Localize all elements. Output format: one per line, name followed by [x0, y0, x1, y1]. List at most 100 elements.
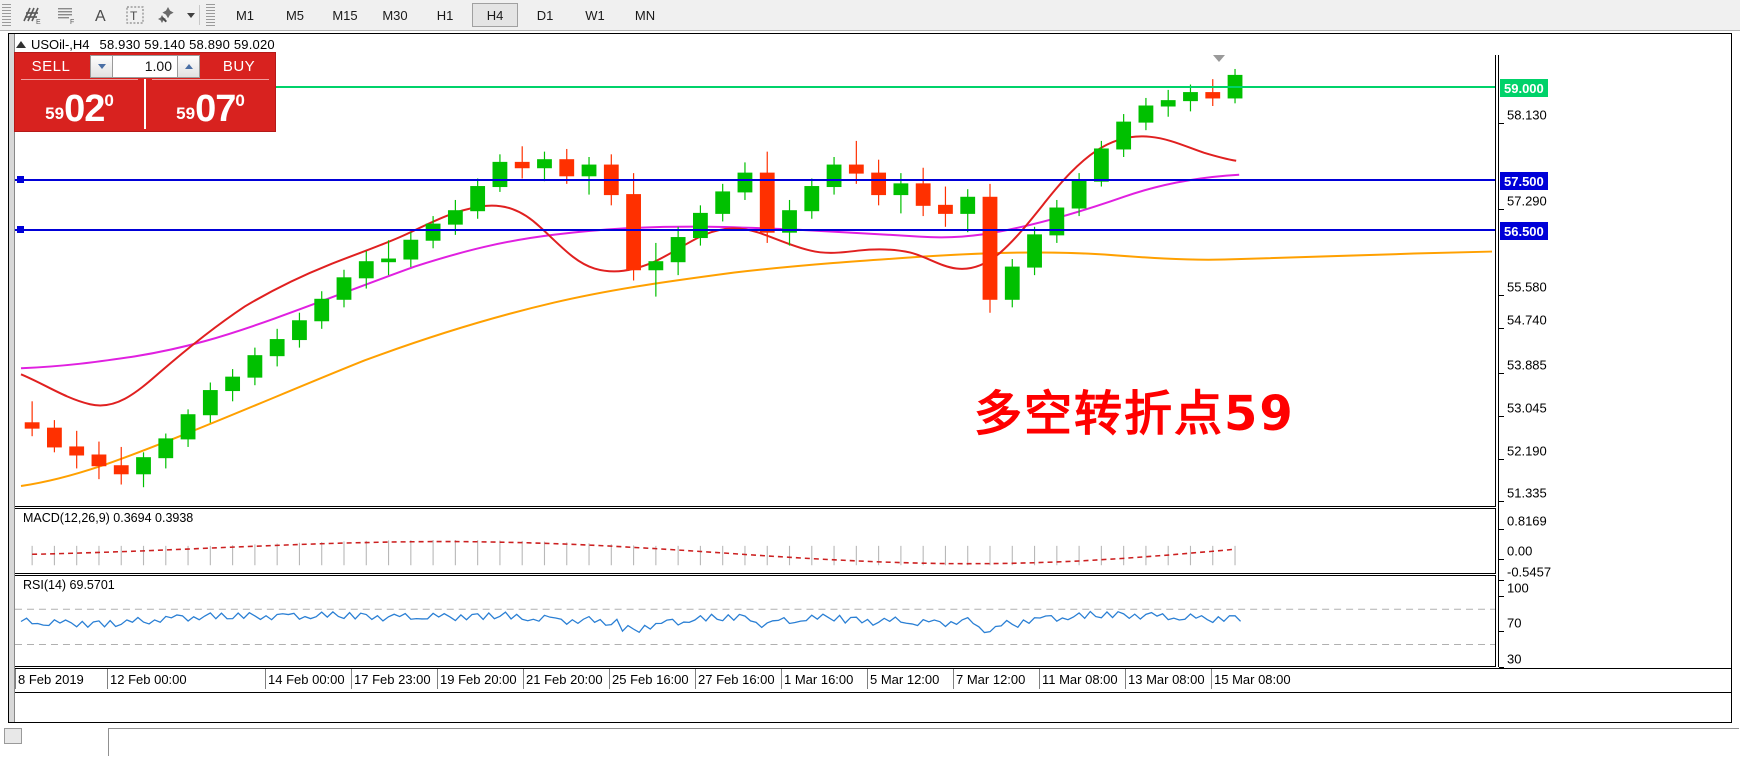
- objects-dropdown-caret[interactable]: [187, 12, 195, 18]
- time-label-5: 21 Feb 20:00: [526, 672, 603, 687]
- time-label-1: 12 Feb 00:00: [110, 672, 187, 687]
- price-label-56500[interactable]: 56.500: [1500, 222, 1548, 240]
- time-label-12: 13 Mar 08:00: [1128, 672, 1205, 687]
- macd-indicator-label: MACD(12,26,9) 0.3694 0.3938: [21, 511, 196, 525]
- level-line-57-5[interactable]: [15, 179, 1495, 181]
- terminal-panel-area[interactable]: [108, 728, 1739, 756]
- chart-annotation-text[interactable]: 多空转折点59: [974, 386, 1295, 442]
- buy-price-fraction: 07: [195, 88, 236, 131]
- objects-icon[interactable]: [152, 2, 186, 28]
- textbox-tool-icon[interactable]: T: [118, 2, 152, 28]
- macd-pane[interactable]: MACD(12,26,9) 0.3694 0.3938: [15, 508, 1496, 574]
- sell-price-display[interactable]: 59 02 0: [15, 79, 144, 129]
- window-left-strip: [9, 34, 15, 722]
- toolbar-grip[interactable]: [2, 4, 11, 26]
- time-label-6: 25 Feb 16:00: [612, 672, 689, 687]
- time-sep: [1125, 669, 1126, 689]
- price-tick-54-740: 54.740: [1499, 313, 1547, 335]
- chevron-down-icon: [97, 63, 106, 69]
- time-sep: [867, 669, 868, 689]
- trade-panel-prices: 59 02 0 59 07 0: [15, 79, 275, 129]
- price-tick-58-130: 58.130: [1499, 108, 1547, 130]
- time-sep: [351, 669, 352, 689]
- text-tool-icon[interactable]: A: [84, 2, 118, 28]
- timeframe-m1[interactable]: M1: [235, 7, 255, 23]
- buy-price-integer: 59: [176, 104, 196, 123]
- time-label-0: 8 Feb 2019: [18, 672, 84, 687]
- rsi-scale-100: 100: [1499, 581, 1529, 603]
- chart-window: USOil-,H4 58.930 59.140 58.890 59.020: [8, 33, 1732, 723]
- timeframe-grip[interactable]: [206, 4, 215, 26]
- price-label-bid-59000[interactable]: 59.000: [1500, 79, 1548, 97]
- rsi-pane[interactable]: RSI(14) 69.5701: [15, 575, 1496, 667]
- level-line-59[interactable]: [15, 86, 1495, 88]
- grid-icon[interactable]: F: [50, 2, 84, 28]
- macd-chart-svg: [31, 540, 1236, 566]
- sell-underline: [21, 79, 138, 80]
- svg-text:F: F: [70, 19, 74, 25]
- timeframe-h4[interactable]: H4: [472, 3, 518, 27]
- buy-price-display[interactable]: 59 07 0: [144, 79, 275, 129]
- time-sep: [437, 669, 438, 689]
- chart-cursor-marker: [1213, 55, 1225, 62]
- time-sep: [523, 669, 524, 689]
- time-sep: [265, 669, 266, 689]
- one-click-trading-panel[interactable]: SELL 1.00 BUY 59 02 0 59: [14, 52, 276, 132]
- chart-tab-button[interactable]: [4, 728, 22, 744]
- time-label-8: 1 Mar 16:00: [784, 672, 854, 687]
- price-pane[interactable]: 多空转折点59: [15, 55, 1496, 507]
- rsi-chart-svg: [15, 608, 1495, 645]
- sell-price-pipette: 0: [104, 91, 114, 110]
- timeframe-w1[interactable]: W1: [585, 7, 605, 23]
- level-anchor-56-5-left[interactable]: [17, 226, 24, 233]
- macd-scale-max: 0.8169: [1499, 514, 1547, 536]
- sell-price-fraction: 02: [64, 88, 105, 131]
- timeframe-m15[interactable]: M15: [332, 7, 358, 23]
- ma-slow-line: [20, 250, 1493, 488]
- level-line-56-5[interactable]: [15, 229, 1495, 231]
- macd-scale-zero: 0.00: [1499, 544, 1532, 566]
- time-label-2: 14 Feb 00:00: [268, 672, 345, 687]
- time-label-3: 17 Feb 23:00: [354, 672, 431, 687]
- timeframe-h1[interactable]: H1: [436, 7, 454, 23]
- time-label-10: 7 Mar 12:00: [956, 672, 1026, 687]
- timeframe-m30[interactable]: M30: [382, 7, 408, 23]
- rsi-indicator-label: RSI(14) 69.5701: [21, 578, 117, 592]
- time-sep: [107, 669, 108, 689]
- rsi-scale-70: 70: [1499, 616, 1521, 638]
- volume-stepper[interactable]: 1.00: [90, 54, 200, 78]
- collapse-triangle-icon[interactable]: [16, 41, 26, 48]
- timeframe-d1[interactable]: D1: [536, 7, 554, 23]
- indicators-icon[interactable]: E: [16, 2, 50, 28]
- chevron-up-icon: [184, 63, 193, 69]
- buy-underline: [152, 79, 269, 80]
- trade-panel-top-row: SELL 1.00 BUY: [15, 53, 275, 79]
- ohlc-values: 58.930 59.140 58.890 59.020: [99, 37, 275, 52]
- time-scale[interactable]: 8 Feb 2019 12 Feb 00:00 14 Feb 00:00 17 …: [15, 668, 1732, 722]
- buy-price-pipette: 0: [235, 91, 245, 110]
- candlesticks-svg: [24, 68, 1243, 488]
- time-label-11: 11 Mar 08:00: [1042, 672, 1118, 687]
- time-sep: [1039, 669, 1040, 689]
- price-label-57500[interactable]: 57.500: [1500, 172, 1548, 190]
- timeframe-mn[interactable]: MN: [634, 7, 656, 23]
- symbol-label: USOil-,H4: [31, 37, 90, 52]
- macd-scale-min: -0.5457: [1499, 565, 1551, 587]
- toolbar-divider: [199, 5, 200, 25]
- time-sep: [695, 669, 696, 689]
- status-bar: [0, 724, 1740, 757]
- price-tick-57-290: 57.290: [1499, 194, 1547, 216]
- price-tick-51-335: 51.335: [1499, 486, 1547, 508]
- volume-input[interactable]: 1.00: [113, 54, 177, 78]
- level-anchor-57-5-left[interactable]: [17, 176, 24, 183]
- buy-button[interactable]: BUY: [222, 57, 256, 75]
- timeframe-m5[interactable]: M5: [285, 7, 305, 23]
- sell-price-integer: 59: [45, 104, 65, 123]
- sell-button[interactable]: SELL: [31, 57, 71, 75]
- volume-increase-button[interactable]: [177, 54, 200, 78]
- symbol-info-bar: USOil-,H4 58.930 59.140 58.890 59.020: [16, 36, 275, 53]
- volume-decrease-button[interactable]: [90, 54, 113, 78]
- price-scale[interactable]: 58.130 57.290 55.580 54.740 53.885 53.04…: [1498, 55, 1733, 668]
- time-sep: [15, 669, 16, 689]
